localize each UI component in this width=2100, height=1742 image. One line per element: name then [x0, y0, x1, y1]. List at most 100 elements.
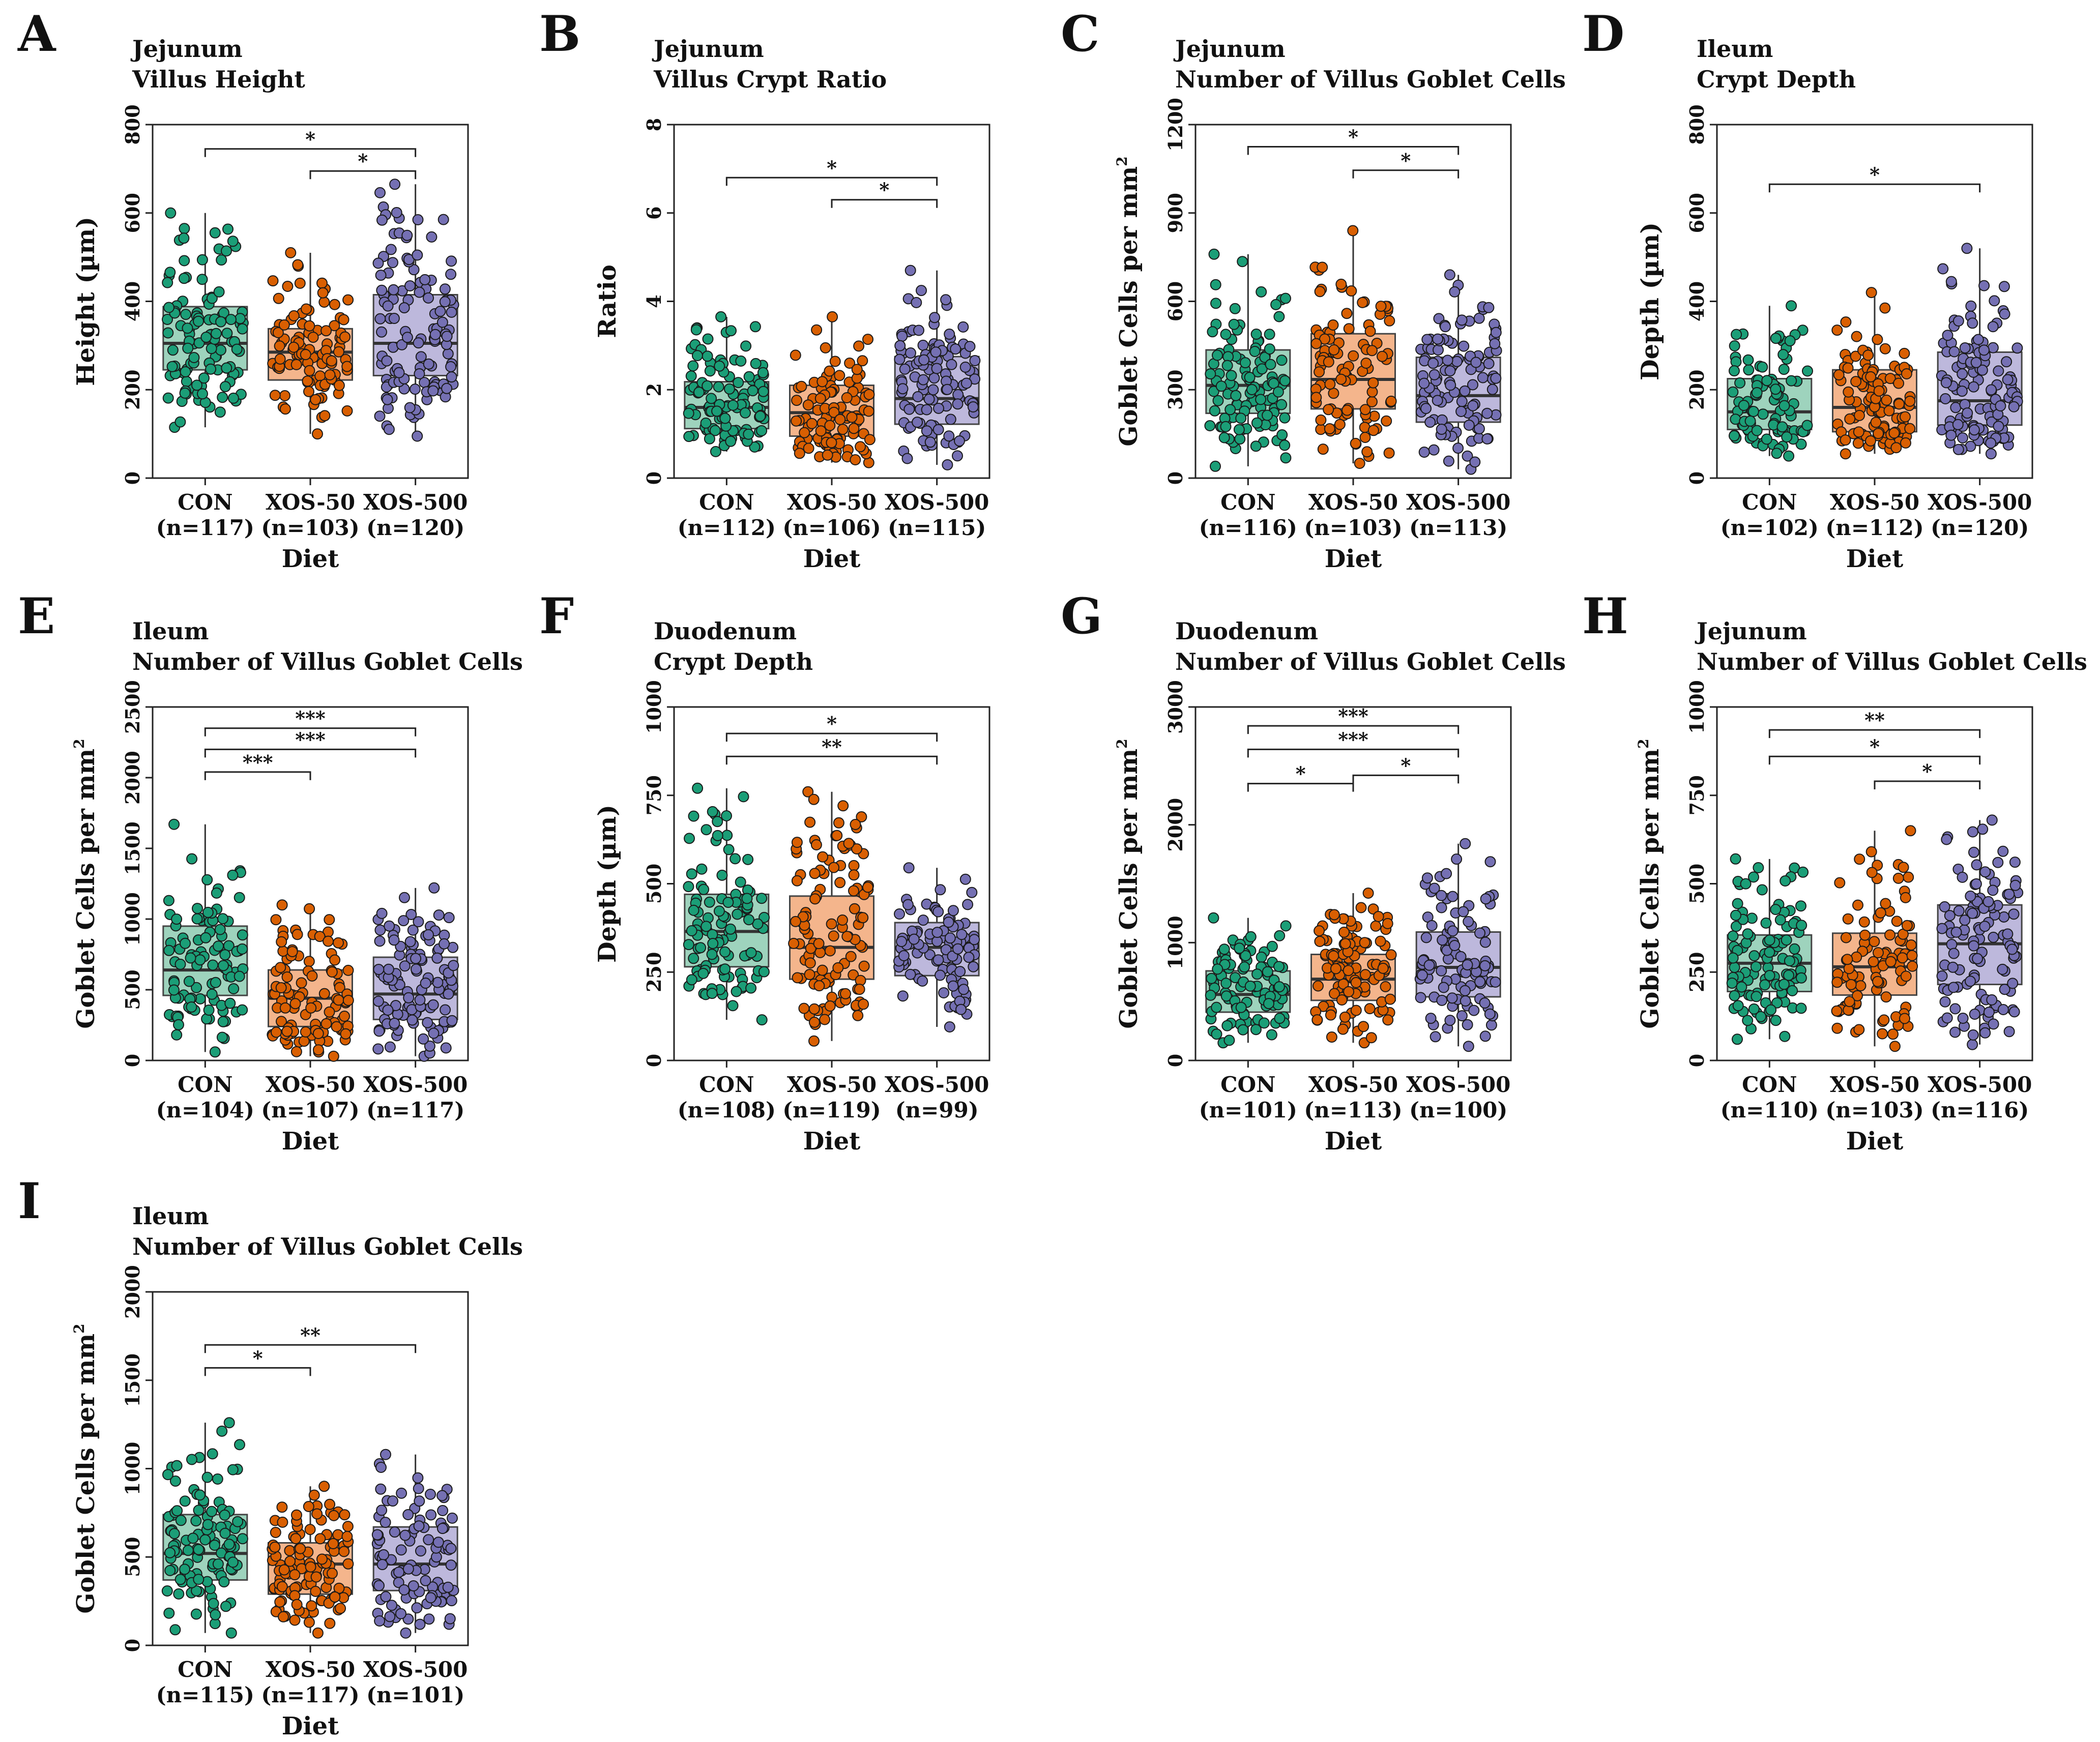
data-point [1770, 904, 1782, 916]
data-point [292, 259, 304, 271]
data-point [1979, 866, 1991, 878]
data-point [1844, 996, 1855, 1008]
data-point [446, 306, 457, 318]
data-point [237, 1533, 248, 1545]
data-point [1738, 400, 1749, 411]
data-point [1343, 965, 1354, 977]
data-point [219, 381, 231, 393]
data-point [727, 399, 739, 411]
data-point [179, 1495, 191, 1507]
data-point [180, 937, 191, 949]
data-point [1781, 431, 1793, 443]
data-point [196, 274, 208, 285]
data-point [725, 325, 737, 337]
y-axis-title: Ratio [593, 264, 622, 338]
data-point [1783, 450, 1795, 462]
data-point [723, 383, 735, 395]
significance-bracket [1247, 725, 1460, 734]
significance-label: * [1348, 125, 1358, 148]
data-point [702, 333, 714, 345]
data-point [1730, 356, 1742, 368]
data-point [164, 1564, 176, 1576]
data-point [1901, 368, 1912, 379]
data-point [1727, 386, 1739, 398]
data-point [962, 899, 974, 910]
data-point [1256, 951, 1267, 963]
data-point [1210, 279, 1221, 290]
data-point [339, 1509, 351, 1521]
data-point [1893, 377, 1905, 389]
data-point [1346, 285, 1357, 297]
data-point [163, 1607, 175, 1619]
data-point [387, 1495, 398, 1507]
y-axis-title-superscript: 2 [1114, 739, 1130, 748]
x-axis-title: Diet [282, 545, 339, 573]
data-point [381, 355, 393, 367]
significance-label: * [1296, 762, 1306, 785]
data-point [442, 348, 454, 360]
significance-label: * [1870, 163, 1880, 186]
data-point [382, 394, 393, 405]
data-point [407, 924, 419, 936]
data-point [1418, 447, 1430, 458]
data-point [1937, 263, 1949, 275]
data-point [808, 793, 820, 805]
data-point [697, 967, 709, 979]
data-point [1272, 386, 1284, 398]
data-point [1900, 411, 1911, 423]
data-point [162, 392, 174, 404]
data-point [221, 245, 232, 257]
data-point [1359, 969, 1371, 981]
data-point [1778, 400, 1790, 411]
data-point [445, 269, 457, 280]
data-point [1314, 286, 1326, 298]
data-point [1367, 377, 1379, 389]
data-point [1748, 1003, 1760, 1015]
data-point [848, 869, 860, 881]
data-point [1265, 359, 1276, 370]
data-point [290, 1533, 302, 1545]
data-point [1732, 898, 1743, 909]
significance-label: * [879, 179, 889, 201]
data-point [432, 1537, 444, 1548]
significance-label: ** [300, 1323, 320, 1346]
data-point [1273, 981, 1285, 993]
data-point [896, 331, 908, 342]
data-point [905, 347, 916, 359]
box-group-xos-50 [1831, 287, 1917, 460]
data-point [944, 932, 956, 944]
data-point [414, 1618, 426, 1630]
data-point [1845, 979, 1857, 990]
data-point [1802, 365, 1813, 377]
data-point [1338, 926, 1350, 938]
data-point [306, 970, 318, 982]
data-point [719, 963, 731, 975]
data-point [180, 366, 191, 377]
data-point [2001, 356, 2012, 368]
data-point [1965, 976, 1976, 987]
data-point [428, 1027, 440, 1039]
data-point [374, 410, 386, 422]
data-point [1477, 372, 1489, 383]
data-point [711, 405, 723, 417]
data-point [423, 1534, 434, 1546]
data-point [706, 393, 717, 404]
data-point [389, 1526, 400, 1538]
data-point [1348, 350, 1359, 362]
y-axis-title: Goblet Cells per mm2 [1114, 156, 1143, 446]
data-point [221, 328, 233, 339]
data-point [862, 334, 873, 345]
data-point [188, 352, 200, 363]
data-point [684, 833, 695, 844]
data-point [1941, 834, 1952, 845]
data-point [373, 1580, 385, 1591]
data-point [372, 1043, 384, 1055]
significance-bracket [204, 727, 417, 736]
data-point [959, 361, 971, 373]
data-point [1852, 437, 1864, 449]
data-point [804, 816, 816, 828]
data-point [387, 257, 398, 269]
data-point [437, 1505, 449, 1516]
data-point [1795, 972, 1807, 984]
data-point [274, 340, 285, 352]
